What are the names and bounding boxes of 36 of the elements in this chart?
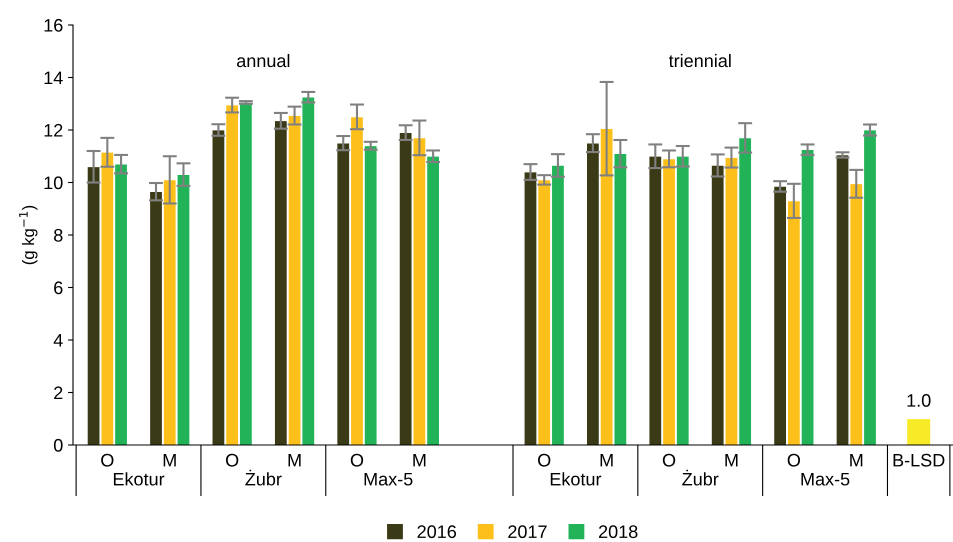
x-tick-label: M	[164, 454, 176, 466]
x-tick-label: O	[538, 454, 550, 467]
x-tick-label: M	[600, 454, 613, 466]
y-tick-label: 12	[44, 124, 62, 137]
y-tick-label: 0	[54, 438, 63, 452]
x-tick-label: O	[226, 454, 238, 467]
x-tick-label: O	[788, 454, 800, 467]
x-tick-label: M	[413, 454, 426, 466]
y-tick-label: 10	[44, 176, 63, 190]
bar	[906, 418, 931, 445]
y-tick-label: 4	[54, 334, 63, 347]
x-tick-label: O	[662, 454, 676, 467]
y-tick-label: 2	[54, 386, 62, 400]
text: Ekotur	[114, 472, 164, 486]
text: Ekotur	[550, 472, 602, 486]
x-tick-label: M	[288, 454, 301, 466]
annotation: annual	[237, 54, 290, 68]
legend-label: 2016	[418, 525, 456, 538]
x-tick-label: M	[850, 454, 862, 466]
y-tick-label: 16	[44, 18, 62, 32]
y-tick-label: 6	[54, 281, 62, 294]
legend-label: 2017	[508, 525, 547, 538]
x-tick-label: M	[725, 454, 738, 466]
text: Żubr	[682, 470, 718, 486]
y-tick-label: 14	[44, 72, 63, 84]
text: Max-5	[364, 472, 413, 486]
text: Max-5	[801, 472, 850, 486]
text: Żubr	[245, 470, 282, 486]
x-tick-label: O	[350, 454, 364, 467]
legend-label: 2018	[598, 525, 638, 538]
x-tick-label: B-LSD	[894, 454, 944, 467]
y-axis-title: (g kg$^{−1}$)	[19, 206, 38, 264]
x-tick-label: O	[101, 454, 114, 467]
data-label: 1.0	[908, 394, 931, 407]
y-tick-label: 8	[54, 228, 62, 242]
annotation: triennial	[668, 54, 731, 68]
